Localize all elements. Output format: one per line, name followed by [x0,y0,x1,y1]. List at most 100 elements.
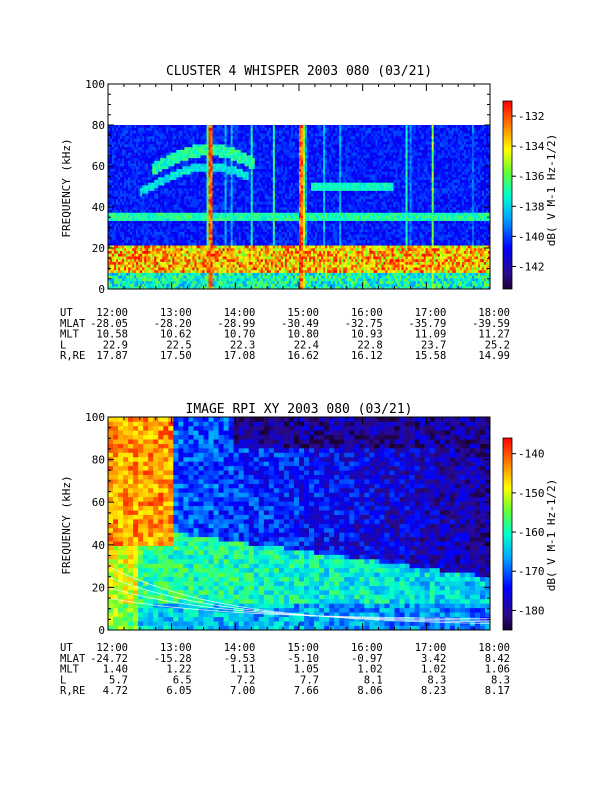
ephemeris-value: -39.59 [472,318,510,330]
ephemeris-value: -9.53 [224,653,256,665]
y-tick-label: 80 [92,119,105,132]
y-tick-label: 20 [92,242,105,255]
ephemeris-value: 14:00 [224,307,256,319]
ephemeris-value: 16:00 [351,642,383,654]
ephemeris-value: 8.1 [364,674,383,686]
ephemeris-table: UT 12:00 13:00 14:00 15:00 16:00 17:00 18:00 MLA… [60,642,510,697]
ephemeris-value: -28.05 [90,318,128,330]
ephemeris-value: 10.70 [224,329,256,341]
ephemeris-row-label: L [60,674,66,686]
ephemeris-value: 22.3 [230,339,255,351]
ephemeris-value: 16:00 [351,307,383,319]
ephemeris-value: 8.42 [485,653,510,665]
ephemeris-value: -15.28 [154,653,192,665]
ephemeris-value: 1.22 [166,664,191,676]
colorbar-tick-label: -140 [518,448,545,461]
ephemeris-value: 17.50 [160,350,192,362]
ephemeris-value: 1.06 [485,664,510,676]
axes: 0 20 40 60 80 100 [85,411,491,637]
ephemeris-value: -30.49 [281,318,319,330]
colorbar-tick-label: -138 [518,200,545,213]
ephemeris-value: 1.05 [294,664,319,676]
axes: 0 20 40 60 80 100 [85,78,491,296]
ephemeris-value: 13:00 [160,642,192,654]
ephemeris-value: 16.62 [287,350,319,362]
ephemeris-value: -24.72 [90,653,128,665]
colorbar: -140 -150 -160 -170 -180 dB( V M-1 Hz-1/2) [502,437,558,631]
chart-title: CLUSTER 4 WHISPER 2003 080 (03/21) [166,64,432,79]
panel-image: IMAGE RPI XY 2003 080 (03/21) FREQUENCY … [60,402,558,697]
y-tick-label: 60 [92,496,105,509]
colorbar-tick-label: -170 [518,565,545,578]
ephemeris-value: 1.11 [230,664,255,676]
ephemeris-value: -0.97 [351,653,383,665]
ephemeris-value: 14:00 [224,642,256,654]
ephemeris-row-label: R,RE [60,350,85,362]
colorbar-tick-label: -140 [518,230,545,243]
ephemeris-table: UT 12:00 13:00 14:00 15:00 16:00 17:00 18:00 MLA… [60,307,510,362]
spectrogram [108,417,490,630]
colorbar-label: dB( V M-1 Hz-1/2) [545,134,558,247]
ephemeris-value: 22.8 [357,339,382,351]
ephemeris-value: -28.99 [217,318,255,330]
ephemeris-value: 10.80 [287,329,319,341]
y-axis-label: FREQUENCY (kHz) [60,138,73,237]
panel-cluster: CLUSTER 4 WHISPER 2003 080 (03/21) FREQU… [60,64,558,362]
y-tick-label: 20 [92,581,105,594]
ephemeris-row-label: UT [60,307,73,319]
ephemeris-value: 22.5 [166,339,191,351]
ephemeris-value: 7.2 [236,674,255,686]
ephemeris-value: 5.7 [109,674,128,686]
ephemeris-value: 15:00 [287,642,319,654]
colorbar-tick-label: -142 [518,260,545,273]
ephemeris-value: 6.05 [166,685,191,697]
y-tick-label: 40 [92,201,105,214]
ephemeris-value: 18:00 [478,307,510,319]
colorbar: -132 -134 -136 -138 -140 -142 dB( V M-1 Hz-1/… [502,100,558,290]
y-axis-label: FREQUENCY (kHz) [60,475,73,574]
ephemeris-value: 18:00 [478,642,510,654]
ephemeris-value: 22.9 [103,339,128,351]
ephemeris-value: 16.12 [351,350,383,362]
ephemeris-value: 13:00 [160,307,192,319]
ephemeris-row-label: UT [60,642,73,654]
ephemeris-value: 10.58 [96,329,128,341]
ephemeris-row-label: L [60,339,66,351]
ephemeris-value: 8.23 [421,685,446,697]
ephemeris-value: 8.06 [357,685,382,697]
ephemeris-value: 3.42 [421,653,446,665]
ephemeris-row-label: MLT [60,664,80,676]
ephemeris-value: -35.79 [408,318,446,330]
y-tick-label: 80 [92,454,105,467]
ephemeris-row-label: MLAT [60,653,86,665]
ephemeris-value: 8.3 [491,674,510,686]
ephemeris-value: 4.72 [103,685,128,697]
ephemeris-value: -32.75 [345,318,383,330]
ephemeris-value: 1.02 [357,664,382,676]
colorbar-tick-label: -136 [518,170,545,183]
ephemeris-value: 15:00 [287,307,319,319]
y-tick-label: 100 [85,411,105,424]
ephemeris-value: 17.87 [96,350,128,362]
ephemeris-value: 17.08 [224,350,256,362]
ephemeris-value: -5.10 [287,653,319,665]
ephemeris-value: 17:00 [415,307,447,319]
colorbar-tick-label: -180 [518,604,545,617]
colorbar-label: dB( V M-1 Hz-1/2) [545,479,558,592]
ephemeris-value: 1.02 [421,664,446,676]
ephemeris-value: 1.40 [103,664,128,676]
y-tick-label: 40 [92,539,105,552]
y-tick-label: 100 [85,78,105,91]
ephemeris-value: 8.3 [427,674,446,686]
ephemeris-value: 12:00 [96,307,128,319]
ephemeris-row-label: MLAT [60,318,86,330]
ephemeris-row-label: R,RE [60,685,85,697]
ephemeris-value: 11.27 [478,329,510,341]
colorbar-tick-label: -134 [518,140,545,153]
ephemeris-value: 22.4 [294,339,319,351]
ephemeris-value: 7.00 [230,685,255,697]
chart-title: IMAGE RPI XY 2003 080 (03/21) [186,402,413,417]
ephemeris-value: 14.99 [478,350,510,362]
y-tick-label: 0 [98,624,105,637]
